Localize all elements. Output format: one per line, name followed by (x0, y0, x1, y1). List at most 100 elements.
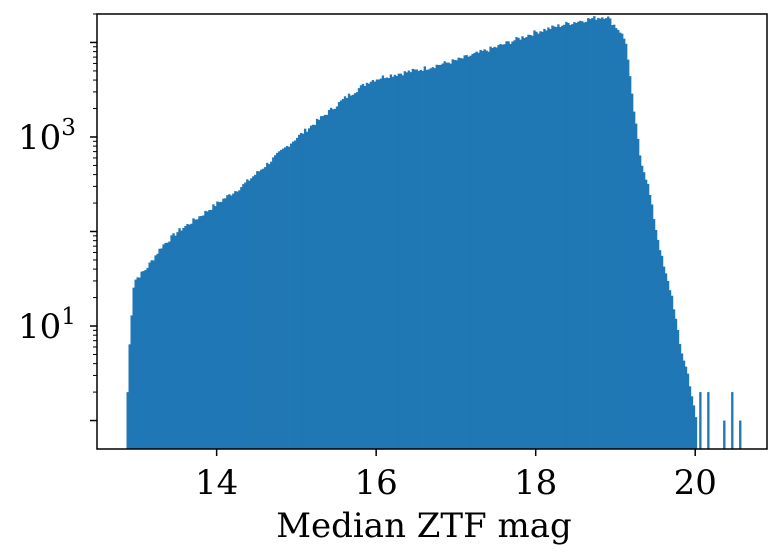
histogram-bar (483, 49, 486, 449)
y-tick-label: 101 (18, 304, 76, 347)
x-axis-ticks: 14 16 18 20 (195, 449, 717, 503)
histogram-bar (680, 353, 684, 449)
histogram-bar (268, 164, 271, 449)
histogram-bar (234, 191, 237, 449)
histogram-bar (299, 132, 303, 449)
histogram-bar (242, 184, 245, 449)
histogram-bar (321, 115, 325, 450)
histogram-bar (409, 72, 413, 450)
histogram-bar (272, 157, 275, 449)
histogram-bar (551, 25, 554, 449)
histogram-bar (660, 255, 664, 449)
histogram-bar (579, 20, 582, 450)
histogram-bar (216, 201, 219, 449)
histogram-bar-outlier (707, 392, 710, 449)
histogram-bar (182, 228, 185, 449)
histogram-bar (278, 151, 281, 450)
histogram-bar (613, 24, 616, 450)
histogram-bar (186, 224, 189, 449)
histogram-bar (595, 19, 598, 449)
histogram-bar (453, 59, 456, 449)
histogram-bar (672, 309, 676, 449)
histogram-bar (423, 66, 426, 450)
histogram-bar (662, 266, 666, 449)
histogram-bar (493, 46, 496, 450)
histogram-bar (232, 193, 235, 449)
histogram-bar (547, 27, 550, 450)
histogram-bar (178, 228, 181, 449)
histogram-bar (523, 38, 526, 449)
histogram-bar (228, 194, 231, 449)
histogram-bar (487, 51, 490, 449)
histogram-bar (607, 16, 610, 449)
x-tick-label: 16 (355, 463, 398, 503)
histogram-bar (190, 223, 193, 449)
histogram-bar (270, 161, 273, 449)
histogram-bar (429, 68, 432, 449)
histogram-bar (353, 93, 357, 450)
histogram-bar (158, 248, 161, 449)
histogram-bar (555, 26, 558, 449)
histogram-bar (642, 172, 646, 449)
histogram-bar (656, 239, 660, 449)
histogram-bar (379, 78, 383, 449)
histogram-bar (164, 242, 167, 449)
histogram-bar (477, 52, 480, 449)
histogram-bar (393, 74, 397, 449)
histogram-bar (351, 94, 355, 449)
histogram-bar (385, 77, 389, 449)
histogram-bar (621, 33, 624, 449)
histogram-bar (407, 70, 411, 449)
histogram-bar (343, 96, 347, 450)
histogram-bar (196, 219, 199, 449)
histogram-bar (634, 123, 638, 449)
histogram-bar (369, 81, 373, 450)
histogram-bar (646, 183, 650, 449)
histogram-bar (290, 143, 293, 450)
histogram-bar (296, 137, 299, 450)
histogram-bar (682, 360, 686, 449)
histogram-bar (599, 18, 602, 449)
histogram-bar (395, 75, 399, 450)
histogram-bar (140, 271, 143, 449)
histogram-bar (198, 216, 201, 449)
histogram-bar (389, 74, 393, 450)
histogram-bar (162, 244, 165, 449)
histogram-bar (313, 124, 317, 450)
histogram-bar (690, 396, 694, 449)
histogram-bar (246, 179, 249, 449)
histogram-bar (670, 295, 674, 449)
histogram-bar (521, 36, 524, 449)
histogram-bar (315, 118, 319, 450)
histogram-bar (347, 93, 351, 449)
histogram-bar (419, 69, 422, 450)
histogram-bar (405, 72, 409, 449)
histogram-bar (497, 44, 500, 450)
histogram-bar (636, 138, 640, 449)
histogram-bar (437, 65, 440, 450)
histogram-bar (561, 25, 564, 449)
histogram-bar (577, 21, 580, 450)
x-tick-label: 14 (195, 463, 238, 503)
histogram-bar (361, 83, 365, 449)
histogram-bar (421, 70, 424, 449)
histogram-bar (505, 41, 508, 450)
histogram-bar (333, 108, 337, 450)
histogram-bar (674, 318, 678, 449)
histogram-bar (631, 93, 634, 449)
histogram-bar (575, 22, 578, 449)
histogram-bar (686, 373, 690, 449)
histogram-bar (150, 260, 153, 449)
histogram-bar (463, 55, 466, 450)
histogram-bar (188, 224, 191, 449)
histogram-bar (256, 171, 259, 449)
histogram-bar (357, 88, 361, 449)
histogram-bar (573, 22, 576, 450)
histogram-bar (593, 16, 596, 450)
histogram-bar (461, 58, 464, 449)
histogram-bar (317, 119, 321, 449)
histogram-bar (587, 18, 590, 449)
histogram-bar (654, 229, 658, 449)
histogram-bar (397, 73, 401, 449)
histogram-bar (363, 85, 367, 449)
